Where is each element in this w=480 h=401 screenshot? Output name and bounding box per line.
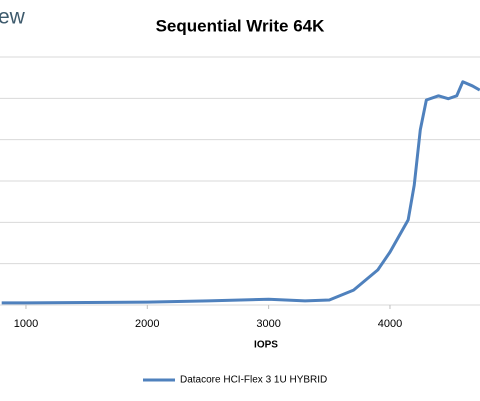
x-tick-label: 1000	[14, 318, 38, 330]
series-line	[1, 80, 480, 305]
x-tick-label: 4000	[378, 318, 402, 330]
legend-label: Datacore HCI-Flex 3 1U HYBRID	[180, 375, 327, 386]
x-tick-label: 2000	[135, 318, 159, 330]
x-axis-label: IOPS	[254, 340, 278, 351]
chart-title: Sequential Write 64K	[156, 16, 326, 35]
x-tick-label: 3000	[256, 318, 280, 330]
logo: ew	[0, 6, 26, 29]
